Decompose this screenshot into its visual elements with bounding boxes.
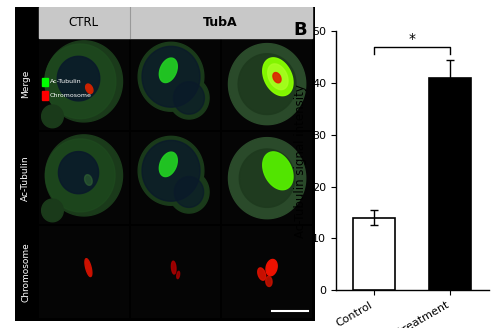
Bar [39,7,312,38]
Polygon shape [85,259,92,277]
Polygon shape [172,261,176,274]
Polygon shape [58,152,98,194]
Text: Chromosome: Chromosome [50,93,92,98]
Polygon shape [42,199,64,222]
Polygon shape [169,171,209,213]
Polygon shape [160,152,178,176]
Bar [130,132,220,224]
Polygon shape [262,152,293,190]
Text: *: * [409,32,416,46]
Bar [353,218,395,290]
Polygon shape [58,56,100,101]
Text: CTRL: CTRL [69,16,99,29]
Polygon shape [176,271,180,278]
Polygon shape [258,268,266,280]
Bar [430,78,472,290]
Bar [130,226,220,318]
Bar [222,226,312,318]
Polygon shape [240,149,295,207]
Polygon shape [42,105,64,128]
Polygon shape [169,77,209,119]
Polygon shape [262,58,293,96]
Text: A: A [15,7,29,25]
Polygon shape [142,140,200,201]
Polygon shape [174,176,204,207]
Polygon shape [45,44,116,119]
Polygon shape [46,139,115,212]
Polygon shape [268,64,288,90]
Bar [39,132,129,224]
Text: Ac-Tubulin: Ac-Tubulin [50,79,82,84]
Bar [42,92,48,100]
Polygon shape [273,72,281,83]
Text: Ac-Tubulin: Ac-Tubulin [22,155,30,201]
Bar [39,226,129,318]
Bar [222,38,312,130]
Polygon shape [86,84,93,93]
Bar [130,38,220,130]
Polygon shape [138,42,204,111]
Polygon shape [142,46,200,107]
Polygon shape [160,58,178,83]
Text: Merge: Merge [22,70,30,98]
Polygon shape [238,54,296,114]
Bar [222,132,312,224]
Polygon shape [174,82,204,114]
Polygon shape [228,138,306,219]
Text: Chromosome: Chromosome [22,242,30,302]
Text: B: B [294,21,307,39]
Bar [42,78,48,86]
Y-axis label: Ac-Tubulin signal intensity: Ac-Tubulin signal intensity [294,84,306,238]
Polygon shape [84,174,92,185]
Text: TubA: TubA [203,16,237,29]
Polygon shape [46,41,122,122]
Polygon shape [266,277,272,286]
Polygon shape [228,44,306,125]
Bar [39,38,129,130]
Polygon shape [138,136,204,205]
Polygon shape [266,259,277,276]
Polygon shape [46,135,122,216]
